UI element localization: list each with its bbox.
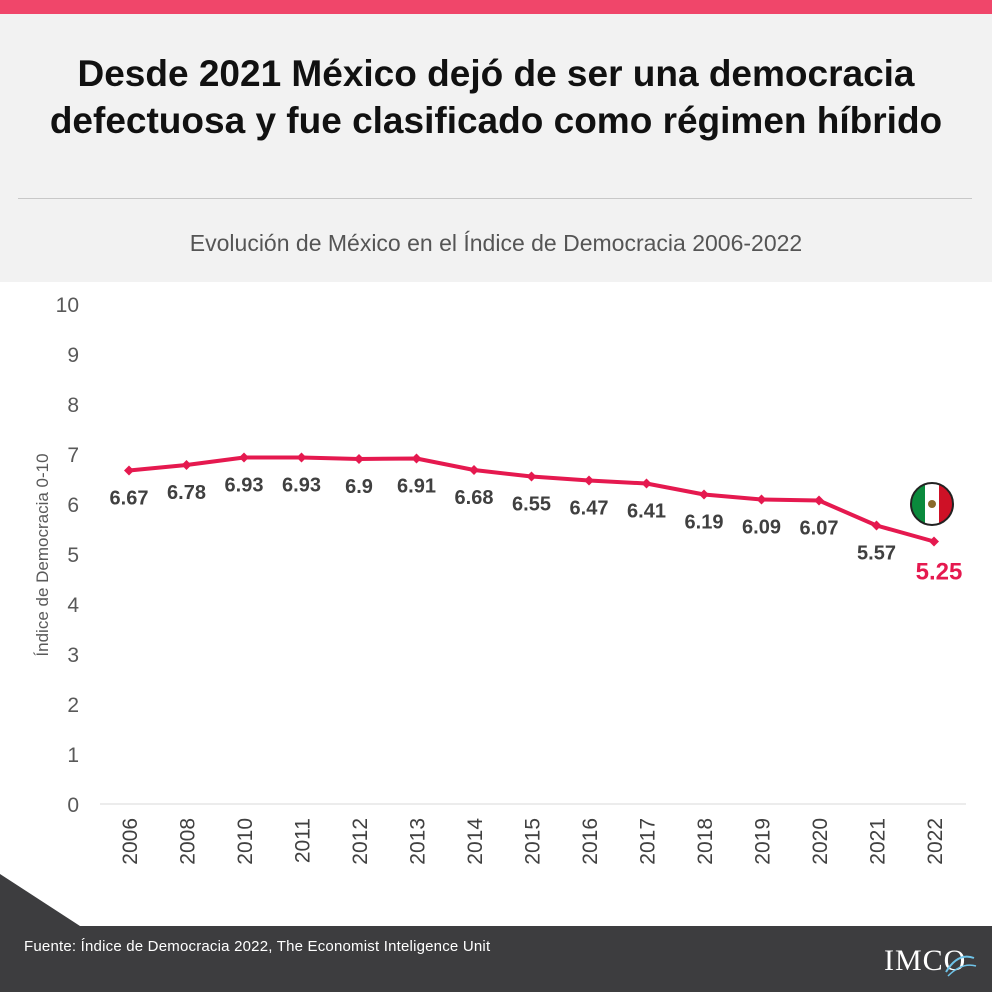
data-point xyxy=(124,465,134,476)
top-accent-bar xyxy=(0,0,992,14)
x-tick-label: 2022 xyxy=(924,818,947,865)
data-label: 6.07 xyxy=(800,518,839,540)
x-tick-label: 2020 xyxy=(809,818,832,865)
x-tick-label: 2014 xyxy=(464,818,487,865)
logo-text: IMCO xyxy=(884,944,967,977)
line-chart: 0 1 2 3 4 5 6 7 8 9 10 Índice de Democracia 0-10 200… xyxy=(33,294,966,865)
chart-footer: Fuente: Índice de Democracia 2022, The E… xyxy=(0,926,992,992)
data-label: 6.91 xyxy=(397,476,436,498)
x-tick-label: 2006 xyxy=(119,818,142,865)
logo-swirl-icon xyxy=(945,955,977,977)
y-tick-label: 1 xyxy=(67,744,79,767)
x-tick-label: 2016 xyxy=(579,818,602,865)
data-point xyxy=(469,465,479,475)
data-point xyxy=(871,520,882,531)
imco-logo: IMCO xyxy=(884,944,980,984)
y-tick-label: 5 xyxy=(67,544,79,567)
chart-title: Desde 2021 México dejó de ser una democr… xyxy=(49,53,943,141)
data-label: 6.93 xyxy=(225,475,264,497)
data-label: 6.78 xyxy=(167,482,206,504)
data-point xyxy=(354,454,364,464)
data-point xyxy=(411,453,422,464)
data-label: 6.9 xyxy=(345,476,373,498)
mexico-flag-icon xyxy=(910,482,954,526)
x-tick-label: 2011 xyxy=(292,818,315,863)
data-point xyxy=(526,471,537,482)
x-tick-label: 2015 xyxy=(522,818,545,865)
y-tick-label: 2 xyxy=(67,694,79,717)
footer-corner-decoration xyxy=(0,874,80,926)
y-tick-label: 4 xyxy=(67,594,79,617)
data-point xyxy=(584,475,594,486)
data-label: 6.67 xyxy=(110,488,149,510)
x-tick-label: 2021 xyxy=(867,818,890,865)
chart-subtitle: Evolución de México en el Índice de Demo… xyxy=(189,230,803,256)
x-tick-label: 2018 xyxy=(694,818,717,865)
x-tick-label: 2010 xyxy=(234,818,257,865)
x-tick-label: 2019 xyxy=(752,818,775,865)
chart-header: Desde 2021 México dejó de ser una democr… xyxy=(0,14,992,282)
data-label: 6.09 xyxy=(742,517,781,539)
x-tick-label: 2013 xyxy=(407,818,430,865)
data-point xyxy=(929,536,939,547)
data-point xyxy=(181,460,192,470)
data-label: 6.93 xyxy=(282,475,321,497)
data-label: 6.47 xyxy=(570,498,609,520)
data-point xyxy=(239,452,249,463)
y-tick-label: 0 xyxy=(67,794,79,817)
y-tick-label: 3 xyxy=(67,644,79,667)
y-tick-label: 8 xyxy=(67,394,79,417)
data-label: 6.41 xyxy=(627,501,666,523)
x-tick-label: 2008 xyxy=(177,818,200,865)
x-tick-label: 2012 xyxy=(349,818,372,865)
source-note: Fuente: Índice de Democracia 2022, The E… xyxy=(24,938,491,955)
y-tick-label: 6 xyxy=(67,494,79,517)
data-point xyxy=(641,478,652,489)
data-label: 6.55 xyxy=(512,494,551,516)
data-point xyxy=(814,495,824,506)
y-tick-label: 9 xyxy=(67,344,79,367)
data-label-highlight: 5.25 xyxy=(916,559,963,586)
y-axis-label: Índice de Democracia 0-10 xyxy=(33,453,52,656)
data-label: 6.19 xyxy=(685,512,724,534)
data-label: 5.57 xyxy=(857,543,896,565)
x-tick-label: 2017 xyxy=(637,818,660,865)
data-point xyxy=(699,489,709,500)
header-divider xyxy=(18,198,972,199)
y-tick-label: 7 xyxy=(67,444,79,467)
data-point xyxy=(296,452,307,463)
data-label: 6.68 xyxy=(455,487,494,509)
y-tick-label: 10 xyxy=(56,294,79,317)
data-point xyxy=(756,494,767,505)
